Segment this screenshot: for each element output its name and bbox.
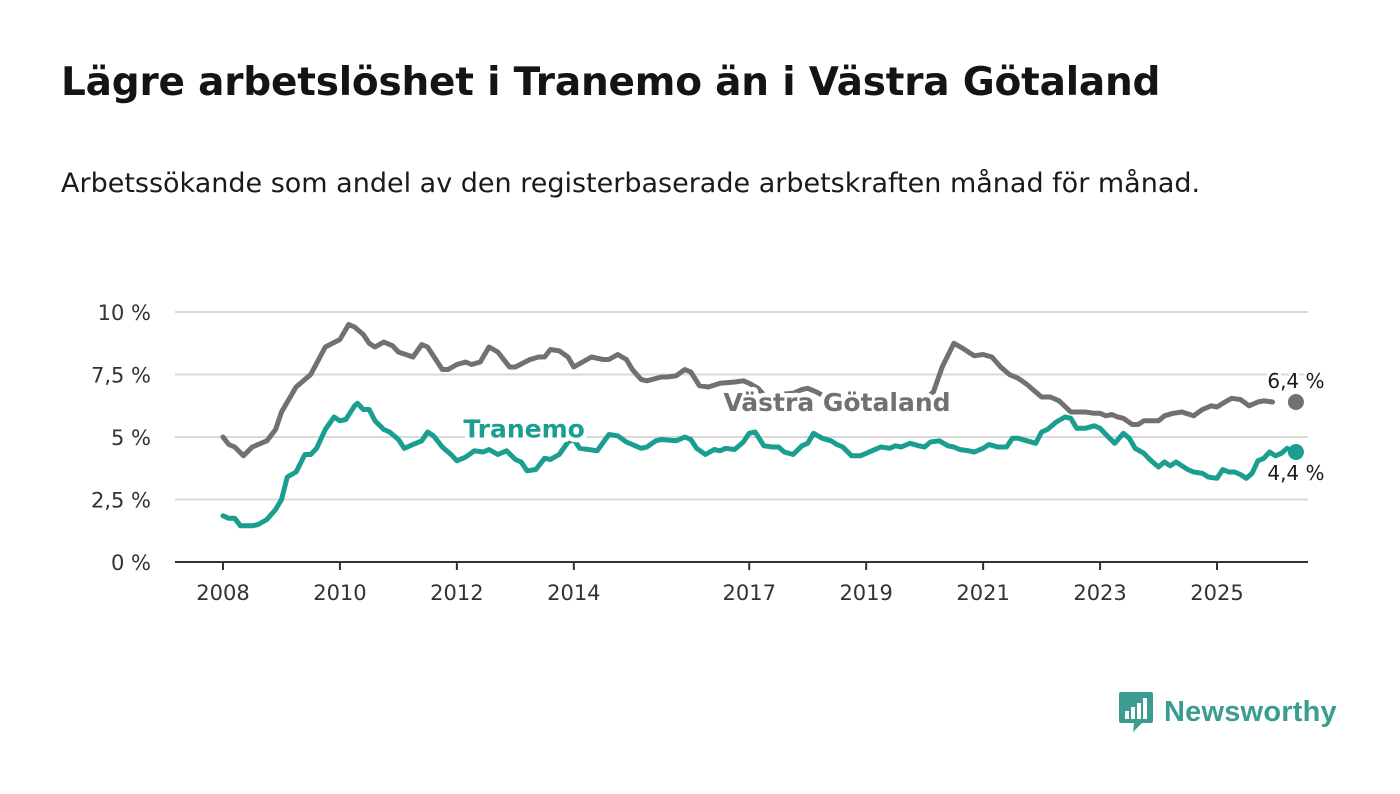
x-tick-label: 2023 [1073, 581, 1126, 605]
end-point-västra-götaland [1287, 394, 1304, 410]
x-tick-label: 2012 [430, 581, 483, 605]
series-line-västra-götaland [220, 322, 1275, 459]
series-label-västra-götaland: Västra Götaland [723, 388, 950, 417]
y-tick-label: 10 % [98, 301, 151, 325]
bar-chart-speech-icon [1119, 692, 1153, 732]
y-tick-label: 7,5 % [91, 364, 151, 388]
series-labels: 6,4 % 4,4 % Västra Götaland Tranemo [459, 366, 1328, 488]
x-tick-label: 2008 [196, 581, 249, 605]
chart-subtitle: Arbetssökande som andel av den registerb… [61, 168, 1201, 199]
x-tick-label: 2025 [1190, 581, 1243, 605]
x-tick-label: 2021 [956, 581, 1009, 605]
x-tick-label: 2014 [547, 581, 600, 605]
chart-title: Lägre arbetslöshet i Tranemo än i Västra… [61, 60, 1161, 105]
x-tick-label: 2017 [723, 581, 776, 605]
y-tick-label: 2,5 % [91, 489, 151, 513]
end-value-label: 6,4 % [1267, 369, 1324, 393]
series-lines [220, 322, 1290, 529]
y-tick-label: 5 % [111, 426, 151, 450]
x-tick-label: 2010 [313, 581, 366, 605]
series-label-tranemo: Tranemo [463, 414, 584, 443]
brand-logo[interactable]: Newsworthy [1118, 690, 1337, 734]
y-tick-label: 0 % [111, 551, 151, 575]
axes: 0 % 2,5 % 5 % 7,5 % 10 % 2008 2010 2012 2014 2017… [91, 301, 1308, 605]
end-point-tranemo [1287, 444, 1304, 460]
series-line-tranemo [220, 400, 1290, 529]
x-tick-label: 2019 [839, 581, 892, 605]
brand-name: Newsworthy [1164, 695, 1337, 728]
end-value-label: 4,4 % [1267, 461, 1324, 485]
